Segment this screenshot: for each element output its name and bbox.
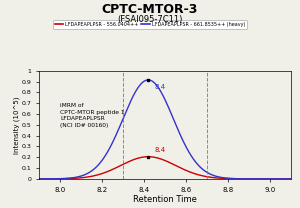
Text: (FSAI095-7C11): (FSAI095-7C11) xyxy=(117,15,183,24)
Text: iMRM of
CPTC-MTOR peptide 1
LFDAPEAPLPSR
(NCI ID# 00160): iMRM of CPTC-MTOR peptide 1 LFDAPEAPLPSR… xyxy=(60,103,124,128)
X-axis label: Retention Time: Retention Time xyxy=(133,195,197,204)
Y-axis label: Intensity (10^5): Intensity (10^5) xyxy=(14,96,20,154)
Text: CPTC-MTOR-3: CPTC-MTOR-3 xyxy=(102,3,198,16)
Legend: LFDAPEAPLPSR - 556.0404++, LFDAPEAPLPSR - 661.8535++ (heavy): LFDAPEAPLPSR - 556.0404++, LFDAPEAPLPSR … xyxy=(52,20,247,29)
Text: 8.4: 8.4 xyxy=(154,84,166,90)
Text: 8.4: 8.4 xyxy=(154,147,166,154)
